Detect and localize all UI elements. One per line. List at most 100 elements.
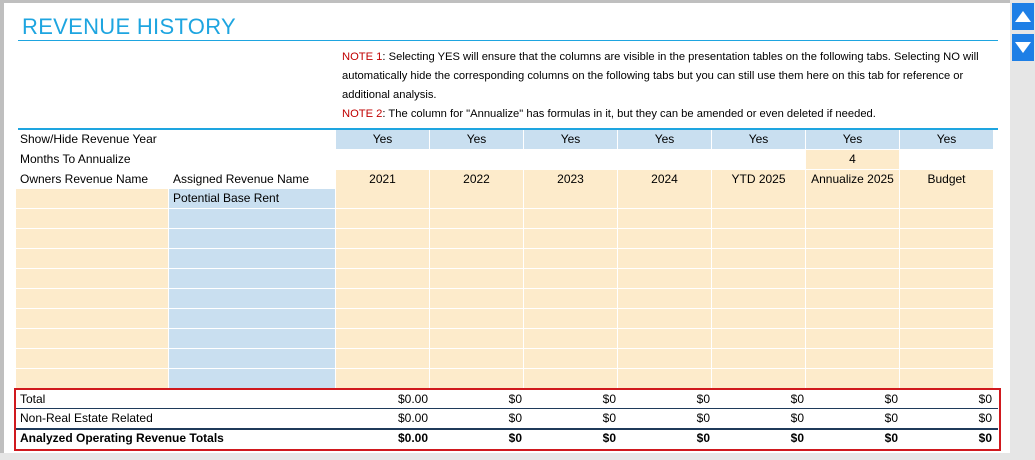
owners-revenue-cell[interactable] [16,289,168,308]
value-cell[interactable] [806,349,899,368]
value-cell[interactable] [430,189,523,208]
value-cell[interactable] [336,269,429,288]
value-cell[interactable] [806,209,899,228]
value-cell[interactable] [806,309,899,328]
value-cell[interactable] [430,369,523,388]
value-cell[interactable] [900,289,993,308]
assigned-revenue-cell[interactable] [169,369,335,388]
value-cell[interactable] [618,209,711,228]
value-cell[interactable] [524,189,617,208]
assigned-revenue-cell[interactable] [169,329,335,348]
owners-revenue-cell[interactable] [16,309,168,328]
value-cell[interactable] [806,329,899,348]
show-hide-cell[interactable]: Yes [524,130,617,149]
value-cell[interactable] [712,249,805,268]
value-cell[interactable] [336,349,429,368]
value-cell[interactable] [900,209,993,228]
value-cell[interactable] [712,349,805,368]
owners-revenue-cell[interactable] [16,269,168,288]
assigned-revenue-cell[interactable] [169,269,335,288]
value-cell[interactable] [336,189,429,208]
value-cell[interactable] [900,369,993,388]
value-cell[interactable] [336,289,429,308]
value-cell[interactable] [618,349,711,368]
value-cell[interactable] [524,349,617,368]
assigned-revenue-cell[interactable] [169,349,335,368]
value-cell[interactable] [900,189,993,208]
value-cell[interactable] [336,229,429,248]
value-cell[interactable] [712,229,805,248]
assigned-revenue-cell[interactable] [169,249,335,268]
value-cell[interactable] [430,309,523,328]
value-cell[interactable] [618,309,711,328]
show-hide-cell[interactable]: Yes [712,130,805,149]
scroll-down-button[interactable] [1012,34,1034,61]
owners-revenue-cell[interactable] [16,249,168,268]
value-cell[interactable] [806,229,899,248]
value-cell[interactable] [806,249,899,268]
value-cell[interactable] [618,329,711,348]
owners-revenue-cell[interactable] [16,349,168,368]
assigned-revenue-cell[interactable] [169,229,335,248]
value-cell[interactable] [524,329,617,348]
assigned-revenue-cell[interactable]: Potential Base Rent [169,189,335,208]
value-cell[interactable] [900,249,993,268]
owners-revenue-cell[interactable] [16,229,168,248]
value-cell[interactable] [618,269,711,288]
value-cell[interactable] [524,309,617,328]
value-cell[interactable] [900,349,993,368]
value-cell[interactable] [430,289,523,308]
value-cell[interactable] [712,189,805,208]
value-cell[interactable] [430,229,523,248]
value-cell[interactable] [430,269,523,288]
value-cell[interactable] [336,209,429,228]
value-cell[interactable] [336,309,429,328]
value-cell[interactable] [806,269,899,288]
value-cell[interactable] [900,269,993,288]
show-hide-cell[interactable]: Yes [618,130,711,149]
value-cell[interactable] [524,209,617,228]
value-cell[interactable] [712,369,805,388]
value-cell[interactable] [900,329,993,348]
value-cell[interactable] [430,249,523,268]
value-cell[interactable] [712,309,805,328]
value-cell[interactable] [806,289,899,308]
owners-revenue-cell[interactable] [16,369,168,388]
assigned-revenue-cell[interactable] [169,309,335,328]
value-cell[interactable] [524,269,617,288]
show-hide-cell[interactable]: Yes [806,130,899,149]
value-cell[interactable] [336,369,429,388]
owners-revenue-cell[interactable] [16,189,168,208]
owners-revenue-cell[interactable] [16,209,168,228]
owners-revenue-cell[interactable] [16,329,168,348]
value-cell[interactable] [618,369,711,388]
scroll-up-button[interactable] [1012,3,1034,30]
value-cell[interactable] [618,289,711,308]
value-cell[interactable] [712,289,805,308]
value-cell[interactable] [430,209,523,228]
value-cell[interactable] [712,269,805,288]
value-cell[interactable] [712,329,805,348]
value-cell[interactable] [618,189,711,208]
value-cell[interactable] [430,329,523,348]
show-hide-cell[interactable]: Yes [336,130,429,149]
show-hide-cell[interactable]: Yes [430,130,523,149]
value-cell[interactable] [900,309,993,328]
value-cell[interactable] [524,369,617,388]
value-cell[interactable] [336,329,429,348]
show-hide-cell[interactable]: Yes [900,130,993,149]
assigned-revenue-cell[interactable] [169,289,335,308]
months-to-annualize-input[interactable]: 4 [806,150,899,169]
value-cell[interactable] [524,289,617,308]
assigned-revenue-cell[interactable] [169,209,335,228]
value-cell[interactable] [712,209,805,228]
value-cell[interactable] [336,249,429,268]
value-cell[interactable] [524,249,617,268]
value-cell[interactable] [430,349,523,368]
value-cell[interactable] [618,249,711,268]
value-cell[interactable] [524,229,617,248]
value-cell[interactable] [618,229,711,248]
value-cell[interactable] [806,189,899,208]
value-cell[interactable] [806,369,899,388]
value-cell[interactable] [900,229,993,248]
